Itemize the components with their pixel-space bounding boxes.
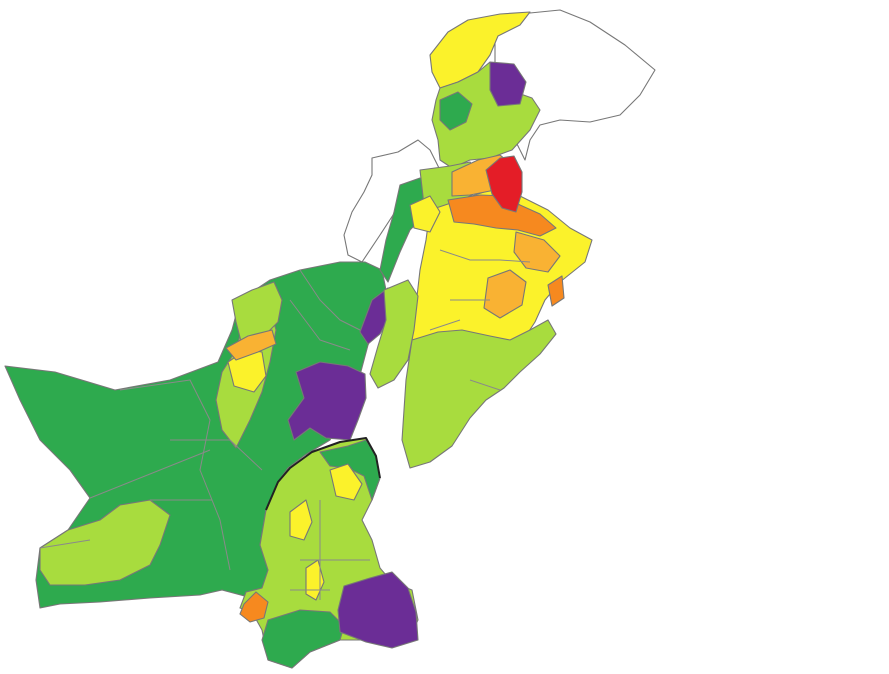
region-balochistan-n-lightgreen	[231, 281, 283, 346]
region-balochistan-orange	[225, 329, 277, 361]
region-north-purple	[489, 61, 527, 107]
region-punjab-south-lightgreen	[401, 319, 557, 469]
region-punjab-west-lightgreen	[369, 279, 419, 389]
region-red-hotspot	[485, 155, 523, 213]
region-balochistan-west-lightgreen	[39, 499, 171, 586]
province-boundary	[265, 437, 381, 511]
region-unassigned-west	[343, 139, 441, 263]
region-sindh-yellow-2	[289, 499, 313, 541]
region-sindh-yellow	[329, 463, 363, 501]
region-punjab-orange-2	[483, 269, 527, 319]
region-north-dark	[439, 91, 473, 131]
region-sindh-dark-south	[261, 609, 345, 669]
region-punjab-yellow-small	[409, 195, 441, 233]
internal-district-lines	[39, 249, 531, 600]
region-sindh-south-purple	[337, 571, 419, 649]
region-karachi-orange	[239, 591, 269, 623]
region-punjab-orange-east	[547, 275, 565, 307]
